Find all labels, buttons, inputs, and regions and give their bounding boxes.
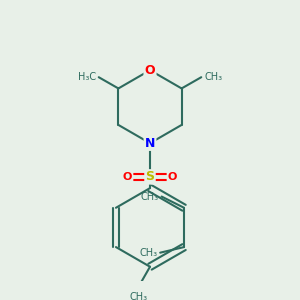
- Text: CH₃: CH₃: [204, 72, 222, 82]
- Text: O: O: [145, 64, 155, 77]
- Text: O: O: [168, 172, 177, 182]
- Text: H₃C: H₃C: [78, 72, 96, 82]
- Text: CH₃: CH₃: [139, 248, 158, 258]
- Text: CH₃: CH₃: [141, 191, 159, 202]
- Text: N: N: [145, 137, 155, 150]
- Text: O: O: [123, 172, 132, 182]
- Text: S: S: [146, 170, 154, 183]
- Text: CH₃: CH₃: [130, 292, 148, 300]
